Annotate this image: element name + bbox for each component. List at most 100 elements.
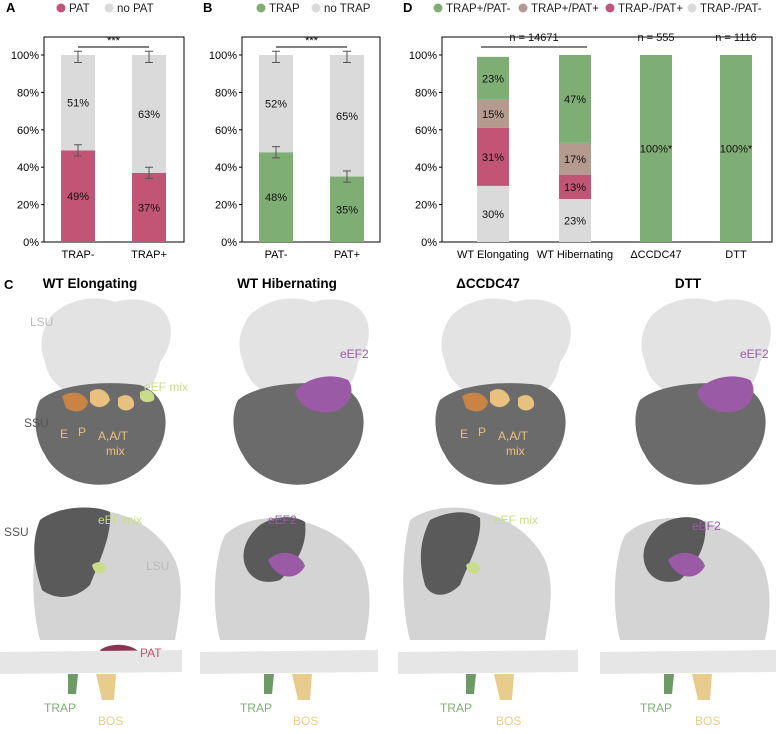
chart-d: 0% 20% 40% 60% 80% 100% 30% 31% 15% 23% WT Elongat…: [409, 32, 773, 261]
structure-top-dccdc47: E P A,A/T mix: [435, 298, 571, 485]
e-site-density: [462, 392, 488, 412]
bar-segment: [559, 198, 591, 242]
x-tick-label: PAT-: [265, 249, 288, 261]
bar-data-label: 17%: [564, 154, 586, 166]
label-bos: BOS: [293, 714, 318, 728]
a-site-density: [518, 395, 535, 411]
y-tick-label: 60%: [415, 125, 437, 137]
bar-segment: [477, 185, 509, 242]
label-ssu: SSU: [4, 525, 29, 539]
p-site-density: [90, 389, 110, 408]
label-mix: mix: [506, 444, 525, 458]
legend-swatch-trap: [256, 3, 266, 13]
plot-frame: [441, 36, 773, 243]
x-tick-label: TRAP-: [62, 249, 95, 261]
y-tick-label: 40%: [415, 162, 437, 174]
bos-density: [96, 674, 116, 700]
lsu-density: [239, 298, 369, 398]
legend-label-no-trap: no TRAP: [324, 3, 371, 15]
p-site-density: [490, 389, 510, 408]
legend-swatch-trap-neg-pat-neg: [687, 3, 697, 13]
y-tick-label: 80%: [17, 87, 39, 99]
bar-data-label: 15%: [482, 109, 504, 121]
bar-segment: [477, 127, 509, 186]
bar-segment: [61, 150, 95, 242]
y-tick-label: 0%: [221, 237, 237, 249]
bar-segment: [61, 55, 95, 151]
trap-density: [664, 674, 674, 694]
structure-bottom-dtt: eEF2 TRAP BOS: [600, 517, 776, 728]
label-lsu: LSU: [146, 559, 169, 573]
legend-swatch-no-trap: [311, 3, 321, 13]
y-tick-label: 20%: [215, 200, 237, 212]
chart-b: 0% 20% 40% 60% 80% 100% 48% 52% PAT- 35% 65% PAT+ **…: [209, 35, 381, 261]
bar-data-label: 48%: [265, 192, 287, 204]
label-eef-mix: eEF mix: [144, 380, 188, 394]
n-label: n = 555: [637, 32, 674, 44]
label-bos: BOS: [496, 714, 521, 728]
label-a-site: A,A/T: [98, 429, 129, 443]
a-site-density: [118, 395, 135, 411]
title-dtt: DTT: [675, 276, 702, 291]
bar-data-label: 31%: [482, 152, 504, 164]
structure-bottom-wt-elongating: SSU eEF mix LSU PAT TRAP BOS: [0, 507, 182, 728]
label-p-site: P: [478, 425, 486, 439]
panel-label-b: B: [203, 0, 212, 15]
label-e-site: E: [460, 427, 468, 441]
n-label: n = 1116: [715, 32, 757, 44]
bar-segment: [330, 176, 364, 242]
legend-label-no-pat: no PAT: [117, 3, 154, 15]
y-tick-label: 0%: [421, 237, 437, 249]
bos-density: [692, 674, 712, 700]
y-tick-label: 100%: [409, 50, 437, 62]
title-dccdc47: ΔCCDC47: [456, 276, 520, 291]
x-tick-label: WT Elongating: [457, 249, 529, 261]
label-pat: PAT: [140, 646, 162, 660]
bar-segment: [330, 55, 364, 177]
legend-swatch-no-pat: [104, 3, 114, 13]
label-eef2: eEF2: [268, 513, 297, 527]
eef2-density: [295, 376, 352, 413]
e-site-density: [62, 392, 88, 412]
legend-swatch-trap-pos-pat-neg: [433, 3, 443, 13]
legend-label-pat: PAT: [69, 3, 90, 15]
x-tick-label: TRAP+: [131, 249, 167, 261]
y-tick-label: 60%: [215, 125, 237, 137]
lsu-density: [441, 298, 571, 398]
legend-swatch-trap-pos-pat-pos: [518, 3, 528, 13]
label-bos: BOS: [695, 714, 720, 728]
bar-segment: [720, 55, 752, 242]
legend-label-trap: TRAP: [269, 3, 300, 15]
legend-d: TRAP+/PAT- TRAP+/PAT+ TRAP-/PAT+ TRAP-/P…: [433, 3, 762, 15]
membrane-density: [600, 650, 776, 674]
eef2-density: [697, 376, 754, 413]
label-p-site: P: [78, 425, 86, 439]
trap-density: [264, 674, 274, 694]
bos-density: [494, 674, 514, 700]
label-e-site: E: [60, 427, 68, 441]
bar-segment: [559, 55, 591, 143]
ssu-density: [34, 507, 111, 597]
bar-data-label: 51%: [67, 98, 89, 110]
bar-data-label: 47%: [564, 94, 586, 106]
membrane-density: [200, 650, 378, 674]
label-lsu: LSU: [30, 315, 53, 329]
bar-segment: [559, 142, 591, 175]
y-tick-label: 40%: [215, 162, 237, 174]
label-trap: TRAP: [440, 701, 472, 715]
label-ssu: SSU: [24, 416, 49, 430]
plot-frame: [241, 36, 381, 243]
n-label: n = 14671: [509, 32, 558, 44]
bar-data-label: 13%: [564, 182, 586, 194]
y-tick-label: 40%: [17, 162, 39, 174]
y-tick-label: 20%: [17, 200, 39, 212]
eef-mix-density: [466, 562, 480, 574]
bar-segment: [132, 55, 166, 173]
panel-label-d: D: [403, 0, 412, 15]
bar-segment: [132, 172, 166, 242]
membrane-density: [398, 650, 578, 674]
title-wt-elongating: WT Elongating: [43, 276, 137, 291]
trap-density: [466, 674, 476, 694]
legend-label-trap-pos-pat-neg: TRAP+/PAT-: [446, 3, 511, 15]
